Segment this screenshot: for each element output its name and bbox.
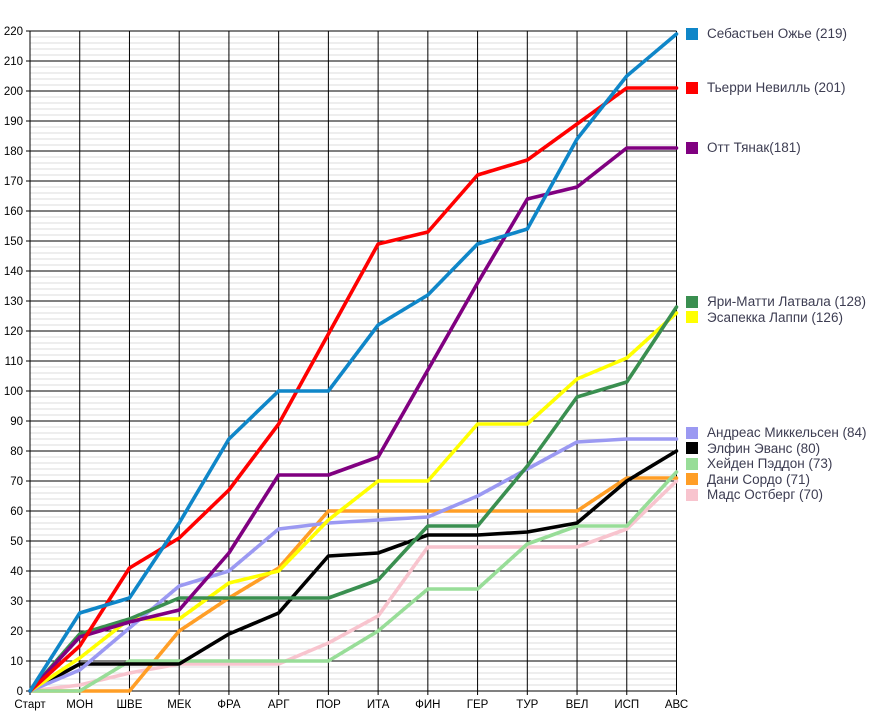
y-axis-label: 170 (4, 176, 23, 188)
legend-swatch (686, 426, 698, 439)
legend-label: Яри-Матти Латвала (128) (707, 294, 866, 310)
y-axis-label: 190 (4, 116, 23, 128)
x-axis-label: МЕК (167, 699, 191, 711)
x-axis-label: ПОР (316, 699, 341, 711)
x-axis-label: ШВЕ (117, 699, 143, 711)
x-axis-label: ГЕР (467, 699, 489, 711)
series-line-Себастьен Ожье (28, 32, 679, 693)
y-axis-label: 120 (4, 326, 23, 338)
y-axis-label: 220 (4, 26, 23, 38)
y-axis-label: 20 (10, 626, 23, 638)
y-axis-label: 60 (10, 506, 23, 518)
x-axis-label: ВЕЛ (566, 699, 589, 711)
y-axis-label: 140 (4, 266, 23, 278)
y-axis-label: 10 (10, 656, 23, 668)
legend-item-Себастьен Ожье: Себастьен Ожье (219) (686, 26, 847, 41)
series-line-Эсапекка Лаппи (28, 311, 679, 693)
legend-item-Элфин Эванс: Элфин Эванс (80) (686, 441, 820, 456)
legend-swatch (686, 81, 698, 94)
legend-swatch (686, 311, 698, 324)
legend-item-Мадс Остберг: Мадс Остберг (70) (686, 487, 823, 502)
y-axis-label: 100 (4, 386, 23, 398)
legend-label: Хейден Пэддон (73) (707, 456, 833, 472)
legend-label: Элфин Эванс (80) (707, 440, 821, 456)
legend-label: Андреас Миккельсен (84) (707, 425, 867, 441)
x-axis-label: ТУР (516, 699, 538, 711)
y-axis-label: 180 (4, 146, 23, 158)
legend-item-Эсапекка Лаппи: Эсапекка Лаппи (126) (686, 310, 843, 325)
x-axis-labels: Старт МОН ШВЕ МЕК ФРА АРГ ПОР ИТА ФИН ГЕР ТУР ВЕЛ ИС… (14, 699, 688, 711)
y-axis-label: 210 (4, 56, 23, 68)
legend-swatch (686, 457, 698, 470)
legend-label: Мадс Остберг (70) (707, 487, 823, 502)
y-axis-label: 130 (4, 296, 23, 308)
legend-swatch (686, 473, 698, 486)
y-axis-label: 30 (10, 596, 23, 608)
x-axis-label: МОН (66, 699, 93, 711)
legend-label: Отт Тянак(181) (707, 140, 801, 155)
x-axis-label: Старт (14, 699, 46, 711)
legend-swatch (686, 27, 698, 40)
series-line-Дани Сордо (28, 476, 679, 693)
legend-swatch (686, 488, 698, 501)
legend-item-Тьерри Невилль: Тьерри Невилль (201) (686, 80, 846, 95)
series-line-Мадс Остберг (28, 479, 679, 693)
legend-item-Яри-Матти Латвала: Яри-Матти Латвала (128) (686, 294, 866, 309)
legend-swatch (686, 141, 698, 154)
legend-swatch (686, 295, 698, 308)
y-axis-label: 200 (4, 86, 23, 98)
x-axis-label: АВС (665, 699, 688, 711)
y-axis-label: 0 (17, 686, 23, 698)
major-horizontal-gridlines (30, 30, 677, 692)
legend-item-Андреас Миккельсен: Андреас Миккельсен (84) (686, 425, 867, 440)
series-line-Отт Тянак (28, 146, 679, 693)
series-line-Яри-Матти Латвала (28, 305, 679, 693)
legend-swatch (686, 442, 698, 455)
legend-label: Дани Сордо (71) (707, 471, 810, 487)
series-line-Тьерри Невилль (28, 86, 679, 693)
y-axis-label: 70 (10, 476, 23, 488)
y-axis-label: 110 (5, 356, 23, 368)
series-line-Элфин Эванс (28, 449, 679, 693)
axis-ticks (26, 30, 677, 695)
y-axis-labels: 0 10 20 30 40 50 60 70 80 90 100 110 120 130 140 150 160… (4, 26, 23, 698)
y-axis-label: 90 (10, 416, 23, 428)
y-axis-label: 80 (10, 446, 23, 458)
legend-label: Себастьен Ожье (219) (707, 26, 848, 41)
x-axis-label: ИСП (614, 699, 639, 711)
y-axis-label: 50 (10, 536, 23, 548)
x-axis-label: ФИН (415, 699, 440, 711)
legend-label: Эсапекка Лаппи (126) (707, 309, 843, 325)
y-axis-label: 150 (4, 236, 23, 248)
legend-item-Хейден Пэддон: Хейден Пэддон (73) (686, 456, 832, 471)
y-axis-label: 160 (4, 206, 23, 218)
series-line-Хейден Пэддон (28, 470, 679, 693)
series-lines (28, 32, 679, 693)
legend-label: Тьерри Невилль (201) (707, 80, 846, 95)
vertical-gridlines (29, 31, 677, 691)
x-axis-label: АРГ (268, 699, 290, 711)
x-axis-label: ФРА (217, 699, 241, 711)
legend-item-Отт Тянак: Отт Тянак(181) (686, 140, 801, 155)
x-axis-label: ИТА (367, 699, 390, 711)
y-axis-label: 40 (10, 566, 23, 578)
legend-item-Дани Сордо: Дани Сордо (71) (686, 472, 810, 487)
